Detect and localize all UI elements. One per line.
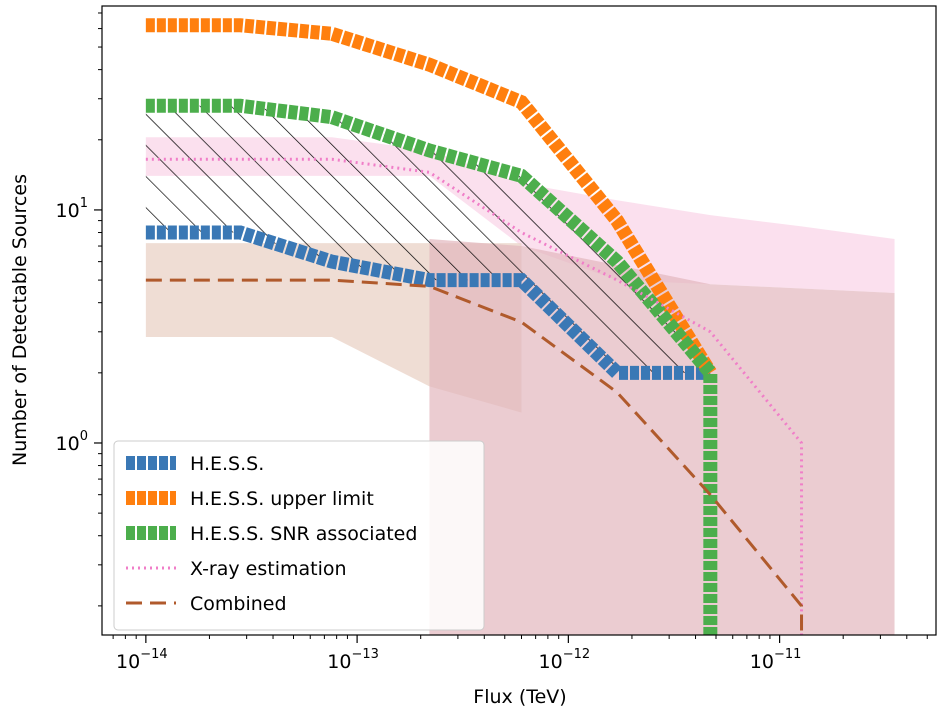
legend-box	[113, 440, 485, 631]
series-line-h-e-s-s-snr-associated	[145, 98, 718, 635]
series-line-h-e-s-s-upper-limit	[145, 18, 717, 377]
legend-label-h-e-s-s-snr-associated: H.E.S.S. SNR associated	[190, 523, 417, 545]
legend: H.E.S.S. H.E.S.S. upper limit H.E.S.S. SNR…	[113, 440, 485, 631]
legend-label-x-ray-estimation: X-ray estimation	[190, 558, 347, 580]
y-axis: 100 101	[56, 12, 102, 607]
uncertainty-band-3	[429, 239, 895, 635]
x-tick-label: 10−13	[327, 647, 379, 673]
y-tick-label: 101	[56, 196, 88, 222]
legend-label-h-e-s-s-upper-limit: H.E.S.S. upper limit	[190, 488, 374, 510]
x-axis: 10−14 10−13 10−12 10−11	[112, 635, 928, 673]
plot-frame	[101, 5, 937, 636]
x-tick-label: 10−11	[750, 647, 802, 673]
x-tick-label: 10−12	[539, 647, 591, 673]
y-tick-label: 100	[56, 429, 88, 455]
series-line-combined	[145, 278, 804, 635]
series-line-x-ray-estimation	[145, 157, 804, 635]
x-tick-label: 10−14	[116, 647, 168, 673]
y-axis-label: Number of Detectable Sources	[9, 174, 31, 466]
series-line-h-e-s-s	[145, 225, 711, 380]
hatch-fill	[145, 105, 711, 373]
legend-label-combined: Combined	[190, 593, 287, 615]
series-lines	[145, 18, 804, 635]
legend-label-h-e-s-s: H.E.S.S.	[190, 453, 264, 475]
uncertainty-band-2	[145, 243, 522, 635]
snr-hatch-region	[145, 105, 711, 373]
x-axis-label: Flux (TeV)	[473, 686, 566, 708]
